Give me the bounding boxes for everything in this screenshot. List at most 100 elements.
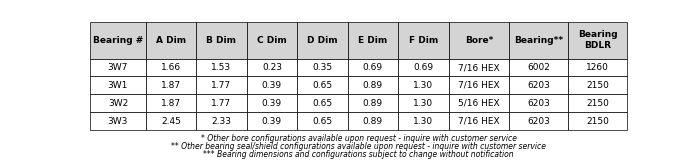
Text: 0.69: 0.69 [363,63,383,72]
Bar [146,22,196,59]
Text: 0.23: 0.23 [262,63,282,72]
Bar [398,112,449,130]
Text: Bearing
BDLR: Bearing BDLR [578,30,617,50]
Bar [196,112,246,130]
Bar [568,94,627,112]
Text: 7/16 HEX: 7/16 HEX [458,63,500,72]
Text: 0.89: 0.89 [363,81,383,90]
Bar [348,76,398,94]
Text: 0.39: 0.39 [262,117,282,126]
Text: 3W1: 3W1 [108,81,128,90]
Text: ** Other bearing seal/shield configurations available upon request - inquire wit: ** Other bearing seal/shield configurati… [172,142,546,151]
Text: 0.39: 0.39 [262,99,282,108]
Bar [449,22,509,59]
Bar [449,112,509,130]
Text: 6203: 6203 [527,117,550,126]
Text: 2150: 2150 [587,81,609,90]
Text: C Dim: C Dim [257,36,287,45]
Bar [146,94,196,112]
Bar [568,59,627,76]
Bar [246,112,298,130]
Text: 7/16 HEX: 7/16 HEX [458,117,500,126]
Bar [398,76,449,94]
Bar [568,112,627,130]
Bar [298,94,348,112]
Text: *** Bearing dimensions and configurations subject to change without notification: *** Bearing dimensions and configuration… [204,150,514,159]
Bar [146,76,196,94]
Text: 1.77: 1.77 [211,99,232,108]
Text: 3W3: 3W3 [108,117,128,126]
Text: Bearing**: Bearing** [514,36,564,45]
Bar [196,22,246,59]
Bar [348,112,398,130]
Text: 1.30: 1.30 [414,99,433,108]
Text: 1.66: 1.66 [161,63,181,72]
Bar [298,76,348,94]
Text: 2.45: 2.45 [161,117,181,126]
Text: Bore*: Bore* [465,36,493,45]
Text: D Dim: D Dim [307,36,337,45]
Bar [509,22,568,59]
Bar [146,59,196,76]
Bar [196,59,246,76]
Text: 3W7: 3W7 [108,63,128,72]
Text: 1.87: 1.87 [161,99,181,108]
Bar [196,94,246,112]
Bar [398,94,449,112]
Bar [196,76,246,94]
Bar [246,76,298,94]
Text: 1260: 1260 [587,63,609,72]
Bar [398,59,449,76]
Bar [246,59,298,76]
Bar [509,59,568,76]
Text: * Other bore configurations available upon request - inquire with customer servi: * Other bore configurations available up… [201,134,517,143]
Text: 2150: 2150 [587,99,609,108]
Bar [298,59,348,76]
Bar [568,22,627,59]
Bar [298,22,348,59]
Bar [90,22,146,59]
Bar [568,76,627,94]
Bar [90,76,146,94]
Text: 1.53: 1.53 [211,63,232,72]
Bar [509,94,568,112]
Bar [509,112,568,130]
Text: 6203: 6203 [527,81,550,90]
Text: A Dim: A Dim [156,36,186,45]
Text: 3W2: 3W2 [108,99,128,108]
Text: 0.69: 0.69 [414,63,433,72]
Text: 1.77: 1.77 [211,81,232,90]
Text: 0.65: 0.65 [312,81,332,90]
Text: 5/16 HEX: 5/16 HEX [458,99,500,108]
Text: 0.89: 0.89 [363,117,383,126]
Bar [348,94,398,112]
Bar [348,22,398,59]
Text: 7/16 HEX: 7/16 HEX [458,81,500,90]
Bar [90,112,146,130]
Text: F Dim: F Dim [409,36,438,45]
Text: E Dim: E Dim [358,36,388,45]
Text: 0.65: 0.65 [312,117,332,126]
Bar [449,94,509,112]
Text: 6203: 6203 [527,99,550,108]
Bar [90,59,146,76]
Bar [348,59,398,76]
Text: 1.30: 1.30 [414,81,433,90]
Bar [246,22,298,59]
Text: 1.87: 1.87 [161,81,181,90]
Bar [449,59,509,76]
Text: B Dim: B Dim [206,36,237,45]
Text: 0.65: 0.65 [312,99,332,108]
Bar [246,94,298,112]
Bar [509,76,568,94]
Text: 2.33: 2.33 [211,117,232,126]
Bar [90,94,146,112]
Text: 6002: 6002 [527,63,550,72]
Text: 2150: 2150 [587,117,609,126]
Text: 0.35: 0.35 [312,63,332,72]
Text: Bearing #: Bearing # [93,36,143,45]
Bar [298,112,348,130]
Bar [146,112,196,130]
Text: 1.30: 1.30 [414,117,433,126]
Text: 0.39: 0.39 [262,81,282,90]
